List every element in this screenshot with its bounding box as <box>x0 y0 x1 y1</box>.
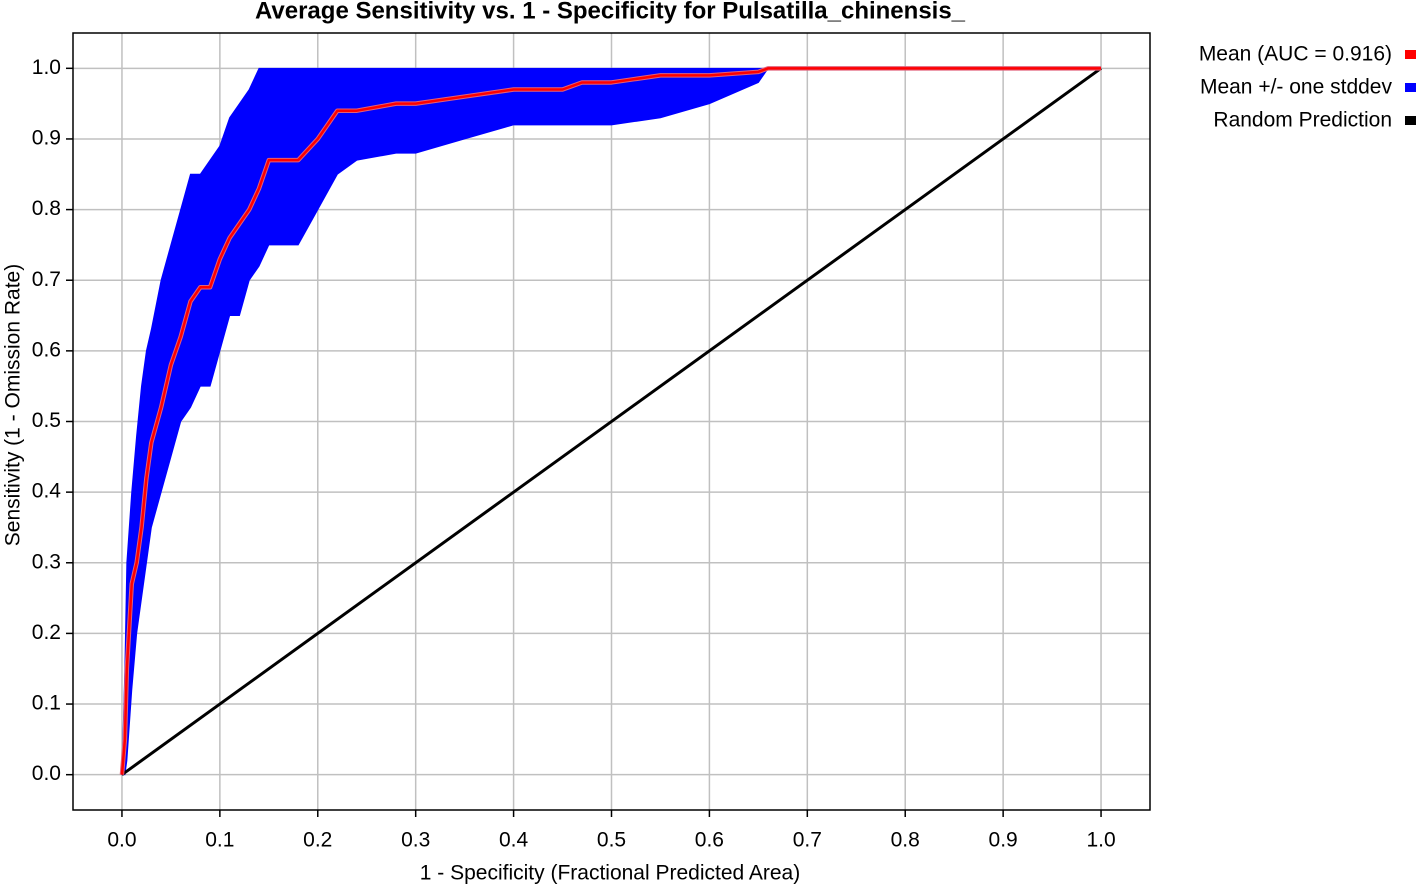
y-tick-label: 0.0 <box>32 762 61 785</box>
mean-line <box>120 67 1102 775</box>
x-tick-label: 0.9 <box>989 829 1018 852</box>
x-tick-label: 1.0 <box>1086 829 1115 852</box>
y-tick-label: 0.2 <box>32 621 61 644</box>
x-tick-label: 0.3 <box>401 829 430 852</box>
chart-title: Average Sensitivity vs. 1 - Specificity … <box>255 0 966 24</box>
x-tick-label: 0.5 <box>597 829 626 852</box>
y-tick-label: 0.5 <box>32 409 61 432</box>
x-tick-label: 0.6 <box>695 829 724 852</box>
y-tick-label: 0.8 <box>32 197 61 220</box>
stddev-band <box>121 67 1102 776</box>
legend-swatch <box>1405 83 1416 92</box>
y-tick-label: 0.7 <box>32 268 61 291</box>
plot-frame <box>72 32 1151 811</box>
x-tick-label: 0.0 <box>107 829 136 852</box>
y-tick-label: 0.4 <box>32 480 62 503</box>
x-tick-label: 0.8 <box>891 829 920 852</box>
y-tick-label: 0.1 <box>32 692 61 715</box>
y-tick-label: 1.0 <box>32 56 61 79</box>
x-tick-label: 0.7 <box>793 829 822 852</box>
legend-swatch <box>1405 50 1416 59</box>
x-tick-label: 0.2 <box>303 829 332 852</box>
marks <box>119 66 1102 776</box>
legend-label: Mean (AUC = 0.916) <box>1199 43 1392 66</box>
y-tick-label: 0.6 <box>32 338 61 361</box>
x-axis-label: 1 - Specificity (Fractional Predicted Ar… <box>420 862 800 885</box>
legend-swatch <box>1405 116 1416 125</box>
x-tick-label: 0.1 <box>205 829 234 852</box>
y-axis-label: Sensitivity (1 - Omission Rate) <box>2 264 25 546</box>
legend-label: Random Prediction <box>1213 109 1392 132</box>
y-tick-label: 0.3 <box>32 550 61 573</box>
y-tick-label: 0.9 <box>32 127 61 150</box>
x-tick-label: 0.4 <box>499 829 529 852</box>
random-line <box>121 67 1102 776</box>
legend-label: Mean +/- one stddev <box>1200 76 1393 99</box>
